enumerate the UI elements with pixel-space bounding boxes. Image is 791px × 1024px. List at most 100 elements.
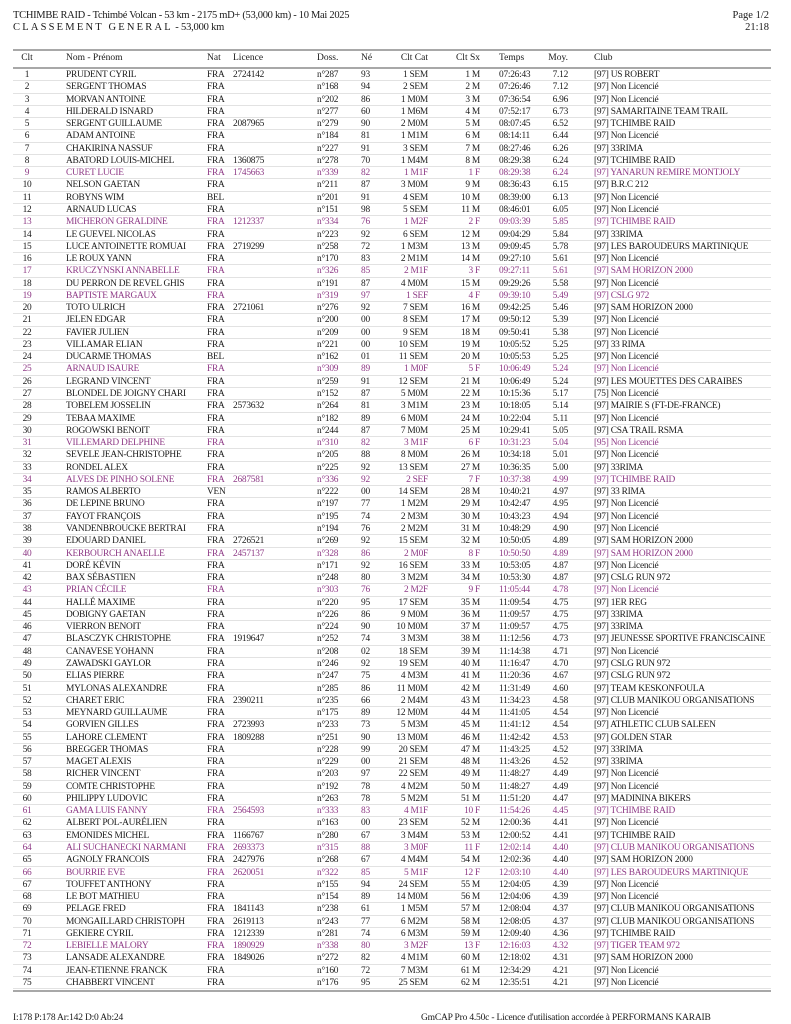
cell-rank: 58 [22, 769, 32, 780]
cell-birth-year: 89 [361, 413, 370, 424]
cell-category-rank: 19 SEM [398, 658, 429, 669]
cell-bib: n°272 [317, 953, 339, 964]
cell-birth-year: 91 [361, 192, 370, 203]
cell-category-rank: 2 M1F [403, 266, 428, 277]
cell-club: [97] 33RIMA [594, 462, 644, 473]
cell-rank: 34 [22, 474, 32, 485]
cell-sex-rank: 22 M [460, 389, 480, 400]
cell-birth-year: 76 [361, 585, 370, 596]
cell-name: AGNOLY FRANCOIS [66, 855, 150, 866]
cell-club: [97] Non Licencié [594, 560, 659, 571]
cell-bib: n°287 [317, 70, 339, 80]
cell-time: 10:37:38 [499, 474, 531, 485]
cell-time: 10:48:29 [499, 523, 531, 534]
cell-speed: 4.21 [552, 977, 569, 988]
cell-speed: 5.24 [552, 376, 569, 387]
table-row: 10 NELSON GAETAN FRA n°211 87 3 M0M 9 M 08:36:4… [0, 179, 791, 192]
cell-name: MEYNARD GUILLAUME [66, 708, 168, 719]
cell-nationality: FRA [207, 82, 225, 93]
cell-rank: 10 [22, 180, 32, 191]
cell-speed: 4.75 [552, 609, 569, 620]
cell-licence: 2724142 [233, 70, 265, 80]
cell-nationality: FRA [207, 573, 225, 584]
cell-nationality: FRA [207, 867, 225, 878]
cell-bib: n°205 [317, 450, 339, 461]
cell-nationality: FRA [207, 879, 225, 890]
cell-time: 10:06:49 [499, 376, 531, 387]
cell-category-rank: 13 M0M [396, 732, 428, 743]
cell-sex-rank: 46 M [460, 732, 480, 743]
cell-rank: 14 [22, 229, 32, 240]
cell-speed: 5.78 [552, 241, 569, 252]
cell-licence: 2390211 [233, 695, 264, 706]
cell-rank: 72 [22, 941, 32, 952]
header-top-rule [13, 49, 771, 51]
cell-sex-rank: 25 M [460, 425, 480, 436]
table-row: 15 LUCE ANTOINETTE ROMUAI FRA 2719299 n°258 7… [0, 241, 791, 254]
cell-rank: 55 [22, 732, 32, 743]
cell-club: [97] Non Licencié [594, 892, 659, 903]
cell-name: JEAN-ETIENNE FRANCK [66, 965, 168, 976]
cell-speed: 5.46 [552, 303, 569, 314]
cell-sex-rank: 56 M [460, 892, 480, 903]
cell-club: [97] 33RIMA [594, 143, 644, 154]
cell-time: 10:50:50 [499, 548, 531, 559]
cell-nationality: FRA [207, 928, 225, 939]
cell-time: 07:26:46 [499, 82, 531, 93]
cell-rank: 21 [22, 315, 32, 326]
cell-bib: n°162 [317, 352, 339, 363]
cell-sex-rank: 6 F [468, 438, 481, 449]
cell-name: PHILIPPY LUDOVIC [66, 793, 148, 804]
cell-club: [97] Non Licencié [594, 879, 659, 890]
table-row: 67 TOUFFET ANTHONY FRA n°155 94 24 SEM 55 M 12:… [0, 879, 791, 892]
cell-sex-rank: 3 F [468, 266, 481, 277]
cell-nationality: FRA [207, 499, 225, 510]
cell-rank: 4 [24, 106, 30, 117]
cell-club: [97] Non Licencié [594, 315, 659, 326]
table-row: 68 LE BOT MATHIEU FRA n°154 89 14 M0M 56 M 12:0… [0, 891, 791, 904]
cell-sex-rank: 62 M [460, 977, 480, 988]
cell-nationality: FRA [207, 511, 225, 522]
cell-name: KRUCZYNSKI ANNABELLE [66, 266, 180, 277]
cell-sex-rank: 21 M [460, 376, 480, 387]
cell-speed: 5.39 [552, 315, 569, 326]
cell-sex-rank: 54 M [460, 855, 480, 866]
cell-licence: 2427976 [233, 855, 265, 866]
cell-club: [95] Non Licencié [594, 438, 659, 449]
cell-rank: 18 [22, 278, 32, 289]
cell-rank: 16 [22, 254, 32, 265]
cell-birth-year: 92 [361, 462, 370, 473]
cell-bib: n°244 [317, 425, 339, 436]
cell-name: ALVES DE PINHO SOLENE [66, 474, 175, 485]
cell-licence: 2564593 [233, 806, 265, 817]
cell-speed: 4.70 [552, 658, 569, 669]
cell-time: 10:53:05 [499, 560, 531, 571]
cell-rank: 51 [22, 683, 32, 694]
cell-club: [97] CSLG 972 [594, 290, 650, 301]
cell-birth-year: 92 [361, 560, 370, 571]
cell-time: 11:54:26 [499, 806, 530, 817]
cell-birth-year: 92 [361, 474, 370, 485]
cell-time: 11:43:26 [499, 757, 530, 768]
cell-rank: 28 [22, 401, 32, 412]
cell-category-rank: 5 M3M [400, 720, 428, 731]
cell-club: [97] 33RIMA [594, 622, 644, 633]
cell-rank: 39 [22, 536, 32, 547]
table-row: 14 LE GUEVEL NICOLAS FRA n°223 92 6 SEM 12 M 09… [0, 229, 791, 242]
cell-rank: 38 [22, 523, 32, 534]
cell-bib: n°258 [317, 241, 339, 252]
cell-time: 09:42:25 [499, 303, 531, 314]
table-row: 33 RONDEL ALEX FRA n°225 92 13 SEM 27 M 10:36:3… [0, 462, 791, 475]
cell-sex-rank: 32 M [460, 536, 480, 547]
cell-speed: 4.99 [552, 474, 569, 485]
cell-time: 09:29:26 [499, 278, 531, 289]
cell-birth-year: 87 [361, 425, 370, 436]
cell-nationality: FRA [207, 757, 225, 768]
table-row: 74 JEAN-ETIENNE FRANCK FRA n°160 72 7 M3M 61 M… [0, 965, 791, 978]
cell-rank: 2 [24, 82, 30, 93]
cell-speed: 4.41 [552, 830, 569, 841]
cell-club: [97] Non Licencié [594, 499, 659, 510]
cell-sex-rank: 61 M [460, 965, 480, 976]
cell-name: TOUFFET ANTHONY [66, 879, 152, 890]
table-row: 20 TOTO ULRICH FRA 2721061 n°276 92 7 SEM 16 M 0… [0, 302, 791, 315]
